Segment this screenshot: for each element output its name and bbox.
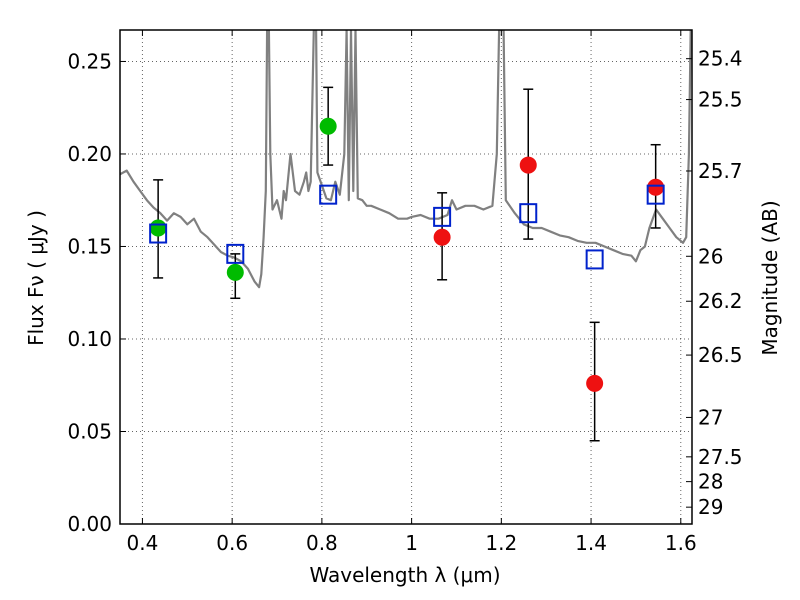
data-point [319, 117, 337, 135]
y-tick-label: 0.15 [67, 234, 112, 258]
y2-tick-label: 26 [698, 244, 723, 268]
y2-tick-label: 25.4 [698, 47, 743, 71]
y2-tick-label: 28 [698, 470, 723, 494]
x-tick-label: 0.6 [216, 531, 248, 555]
model-point [226, 243, 245, 264]
y2-tick-label: 27 [698, 405, 723, 429]
data-point [519, 156, 537, 174]
x-axis-label: Wavelength λ (μm) [309, 563, 500, 587]
spectrum-series [120, 30, 692, 289]
y2-tick-label: 26.2 [698, 289, 743, 313]
y2-tick-label: 25.7 [698, 159, 743, 183]
model-point [149, 223, 168, 244]
data-markers [149, 117, 665, 392]
data-point [647, 178, 665, 196]
y2-tick-label: 26.5 [698, 343, 743, 367]
y-axis-label: Flux Fν ( μJy ) [24, 210, 48, 346]
y2-tick-label: 25.5 [698, 88, 743, 112]
model-point [433, 206, 452, 227]
axes: 0.4 0.6 0.8 1 1.2 1.4 1.6 0.00 0.05 0.10 0.15 0.20 0… [67, 30, 743, 555]
y2-tick-label: 29 [698, 495, 723, 519]
x-tick-label: 1.6 [665, 531, 697, 555]
x-tick-label: 1.4 [575, 531, 607, 555]
y-tick-label: 0.20 [67, 142, 112, 166]
y-tick-label: 0.05 [67, 419, 112, 443]
x-tick-label: 1 [405, 531, 418, 555]
data-point [586, 374, 604, 392]
x-tick-label: 0.8 [306, 531, 338, 555]
model-point [585, 249, 604, 270]
spectrum-line [120, 30, 692, 289]
data-point [433, 228, 451, 246]
model-point [519, 203, 538, 224]
secondary-y-axis-label: Magnitude (AB) [758, 200, 782, 355]
data-point [149, 219, 167, 237]
model-point [319, 184, 338, 205]
data-point [226, 263, 244, 281]
plot-frame [119, 29, 693, 525]
y2-tick-label: 27.5 [698, 445, 743, 469]
y-tick-label: 0.10 [67, 327, 112, 351]
y-tick-label: 0.00 [67, 512, 112, 536]
model-point [646, 184, 665, 205]
y-tick-label: 0.25 [67, 49, 112, 73]
x-tick-label: 0.4 [127, 531, 159, 555]
grid [120, 30, 692, 525]
error-bars [153, 86, 661, 442]
x-tick-label: 1.2 [485, 531, 517, 555]
